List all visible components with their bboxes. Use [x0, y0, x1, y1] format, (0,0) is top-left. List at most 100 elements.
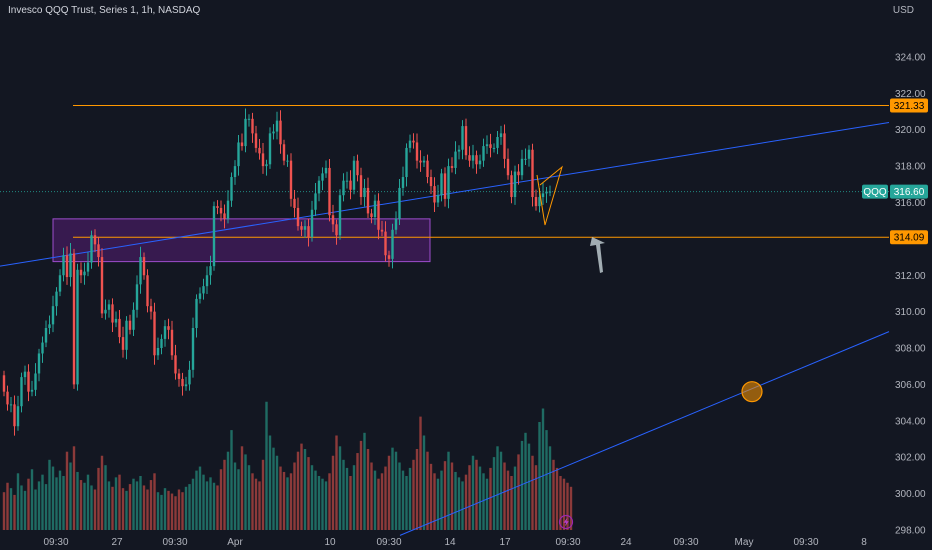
volume-bar	[223, 459, 226, 530]
candle-body	[272, 131, 275, 134]
volume-bar	[293, 462, 296, 530]
volume-bar	[310, 465, 314, 530]
volume-bar	[569, 486, 573, 530]
volume-bar	[62, 476, 65, 530]
volume-bar	[342, 459, 345, 530]
volume-bar	[447, 451, 450, 530]
volume-bar	[461, 481, 464, 530]
candle-body	[289, 160, 293, 199]
volume-bar	[464, 474, 468, 530]
volume-bar	[324, 481, 328, 530]
candle-body	[436, 195, 440, 203]
volume-bar	[300, 443, 303, 530]
candle-body	[174, 355, 177, 374]
volume-bar	[177, 489, 181, 530]
support-zone[interactable]	[52, 218, 431, 263]
candle-body	[405, 147, 408, 178]
candle-body	[279, 120, 282, 145]
candle-body	[41, 342, 44, 354]
volume-bar	[30, 469, 34, 530]
volume-bar	[107, 481, 111, 530]
candle-body	[303, 226, 307, 230]
candle-body	[317, 180, 321, 194]
volume-bar	[485, 478, 489, 530]
volume-bar	[37, 481, 41, 530]
candle-body	[513, 171, 517, 198]
volume-bar	[443, 461, 447, 530]
candle-body	[23, 371, 27, 378]
candle-body	[219, 207, 223, 214]
candle-body	[541, 193, 545, 198]
volume-bar	[237, 469, 240, 530]
volume-bar	[303, 449, 307, 530]
volume-bar	[205, 481, 209, 530]
price-tick: 310.00	[895, 307, 926, 318]
candle-body	[293, 198, 296, 208]
price-axis[interactable]: 298.00 300.00 302.00 304.00 306.00 308.00 310.…	[895, 52, 926, 536]
volume-bar	[401, 470, 405, 530]
candle-body	[191, 328, 195, 370]
candle-body	[76, 269, 79, 385]
time-axis[interactable]: 09:30 27 09:30 Apr 10 09:30 14 17 09:30 24 09:30 Ma…	[43, 537, 867, 548]
volume-bar	[321, 478, 324, 530]
candle-body	[419, 160, 422, 163]
currency-label: USD	[893, 5, 914, 16]
volume-bar	[387, 455, 391, 530]
candle-body	[261, 153, 265, 167]
time-tick: 09:30	[555, 537, 580, 548]
candle-body	[142, 257, 146, 276]
volume-bar	[184, 486, 188, 530]
volume-bar	[335, 435, 338, 530]
volume-bar	[79, 480, 83, 530]
candle-body	[79, 269, 83, 276]
time-tick: 09:30	[673, 537, 698, 548]
volume-bar	[366, 449, 370, 530]
candle-body	[62, 255, 65, 276]
price-tick: 316.00	[895, 198, 926, 209]
volume-bar	[163, 488, 167, 530]
volume-bar	[114, 477, 118, 530]
candle-body	[216, 206, 219, 208]
volume-bar	[426, 451, 429, 530]
candle-body	[380, 229, 384, 232]
volume-bar	[349, 476, 352, 530]
candle-body	[34, 373, 37, 390]
price-tick: 304.00	[895, 416, 926, 427]
level-price-label: 321.33	[894, 101, 925, 112]
volume-bar	[16, 473, 20, 530]
time-tick: 8	[861, 537, 867, 548]
candle-body	[524, 158, 527, 160]
volume-bar	[408, 467, 412, 530]
lightning-icon[interactable]	[558, 514, 574, 530]
candle-body	[86, 262, 90, 272]
candle-body	[240, 142, 244, 147]
volume-bar	[254, 478, 258, 530]
price-tags: 321.33 QQQ 316.60 314.09	[862, 98, 928, 245]
candle-body	[342, 180, 345, 196]
time-tick: 09:30	[793, 537, 818, 548]
candle-body	[184, 384, 188, 387]
volume-bar	[279, 466, 282, 530]
price-tick: 320.00	[895, 125, 926, 136]
volume-bar	[265, 401, 268, 530]
candle-body	[156, 348, 160, 356]
candle-body	[202, 286, 205, 294]
volume-bar	[475, 459, 478, 530]
volume-bar	[198, 466, 202, 530]
pattern-drawing	[536, 165, 563, 226]
candle-body	[100, 257, 104, 314]
volume-bar	[72, 446, 76, 530]
candle-body	[324, 167, 328, 174]
candle-body	[247, 118, 251, 120]
candle-body	[58, 275, 62, 292]
time-tick: 17	[499, 537, 511, 548]
volume-bar	[384, 466, 387, 530]
volume-bar	[86, 474, 90, 530]
volume-bar	[58, 470, 62, 530]
volume-bar	[492, 457, 496, 530]
volume-bar	[146, 489, 149, 530]
annotations[interactable]	[536, 165, 763, 403]
candle-body	[258, 147, 261, 154]
candle-body	[471, 155, 475, 161]
